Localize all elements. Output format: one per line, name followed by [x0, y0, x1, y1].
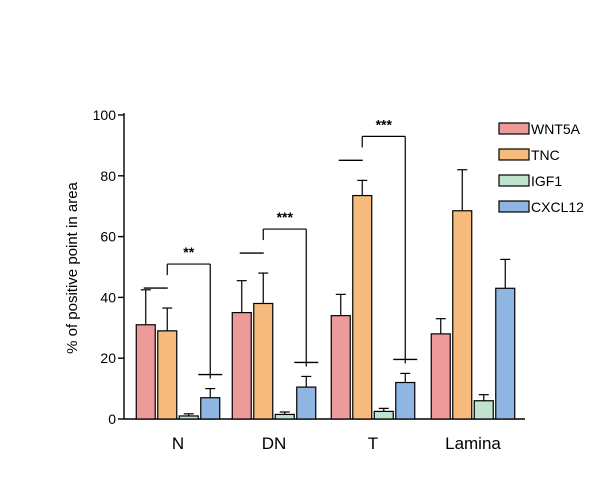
bar	[495, 287, 516, 420]
y-axis-title: % of positive point in area	[64, 181, 81, 353]
legend-swatch	[498, 122, 530, 135]
legend-label: TNC	[531, 147, 560, 163]
significance-annotations: ********	[143, 116, 418, 379]
bar	[330, 315, 351, 420]
y-tick-label: 40	[100, 289, 116, 305]
x-tick-label: T	[368, 434, 378, 453]
bar	[296, 386, 317, 420]
y-tick-label: 60	[100, 229, 116, 245]
y-tick-label: 0	[108, 411, 116, 427]
x-tick-label: N	[172, 434, 184, 453]
bar	[157, 330, 178, 420]
bar	[352, 194, 373, 420]
bar	[200, 397, 221, 420]
bar	[473, 400, 494, 420]
significance-label: ***	[376, 116, 393, 132]
bar	[373, 410, 394, 420]
bar	[231, 312, 252, 420]
bar	[178, 415, 199, 420]
legend-swatch	[498, 148, 530, 161]
y-tick-label: 80	[100, 168, 116, 184]
y-tick-label: 20	[100, 350, 116, 366]
bar	[135, 324, 156, 420]
bars	[135, 169, 516, 420]
y-tick-label: 100	[93, 107, 117, 123]
legend-label: WNT5A	[531, 121, 581, 137]
legend-swatch	[498, 174, 530, 187]
legend: WNT5A TNC IGF1 CXCL12	[498, 121, 584, 215]
x-tick-label: Lamina	[445, 434, 501, 453]
bar	[452, 210, 473, 420]
legend-swatch	[498, 200, 530, 213]
legend-label: IGF1	[531, 173, 562, 189]
significance-label: ***	[277, 209, 294, 225]
axes: 0 20 40 60 80 100 N DN T Lamina	[93, 107, 525, 453]
bar	[395, 381, 416, 420]
significance-label: **	[183, 244, 194, 260]
x-tick-label: DN	[262, 434, 287, 453]
legend-label: CXCL12	[531, 199, 584, 215]
bar	[274, 413, 295, 420]
bar	[430, 333, 451, 420]
bar	[253, 302, 274, 420]
